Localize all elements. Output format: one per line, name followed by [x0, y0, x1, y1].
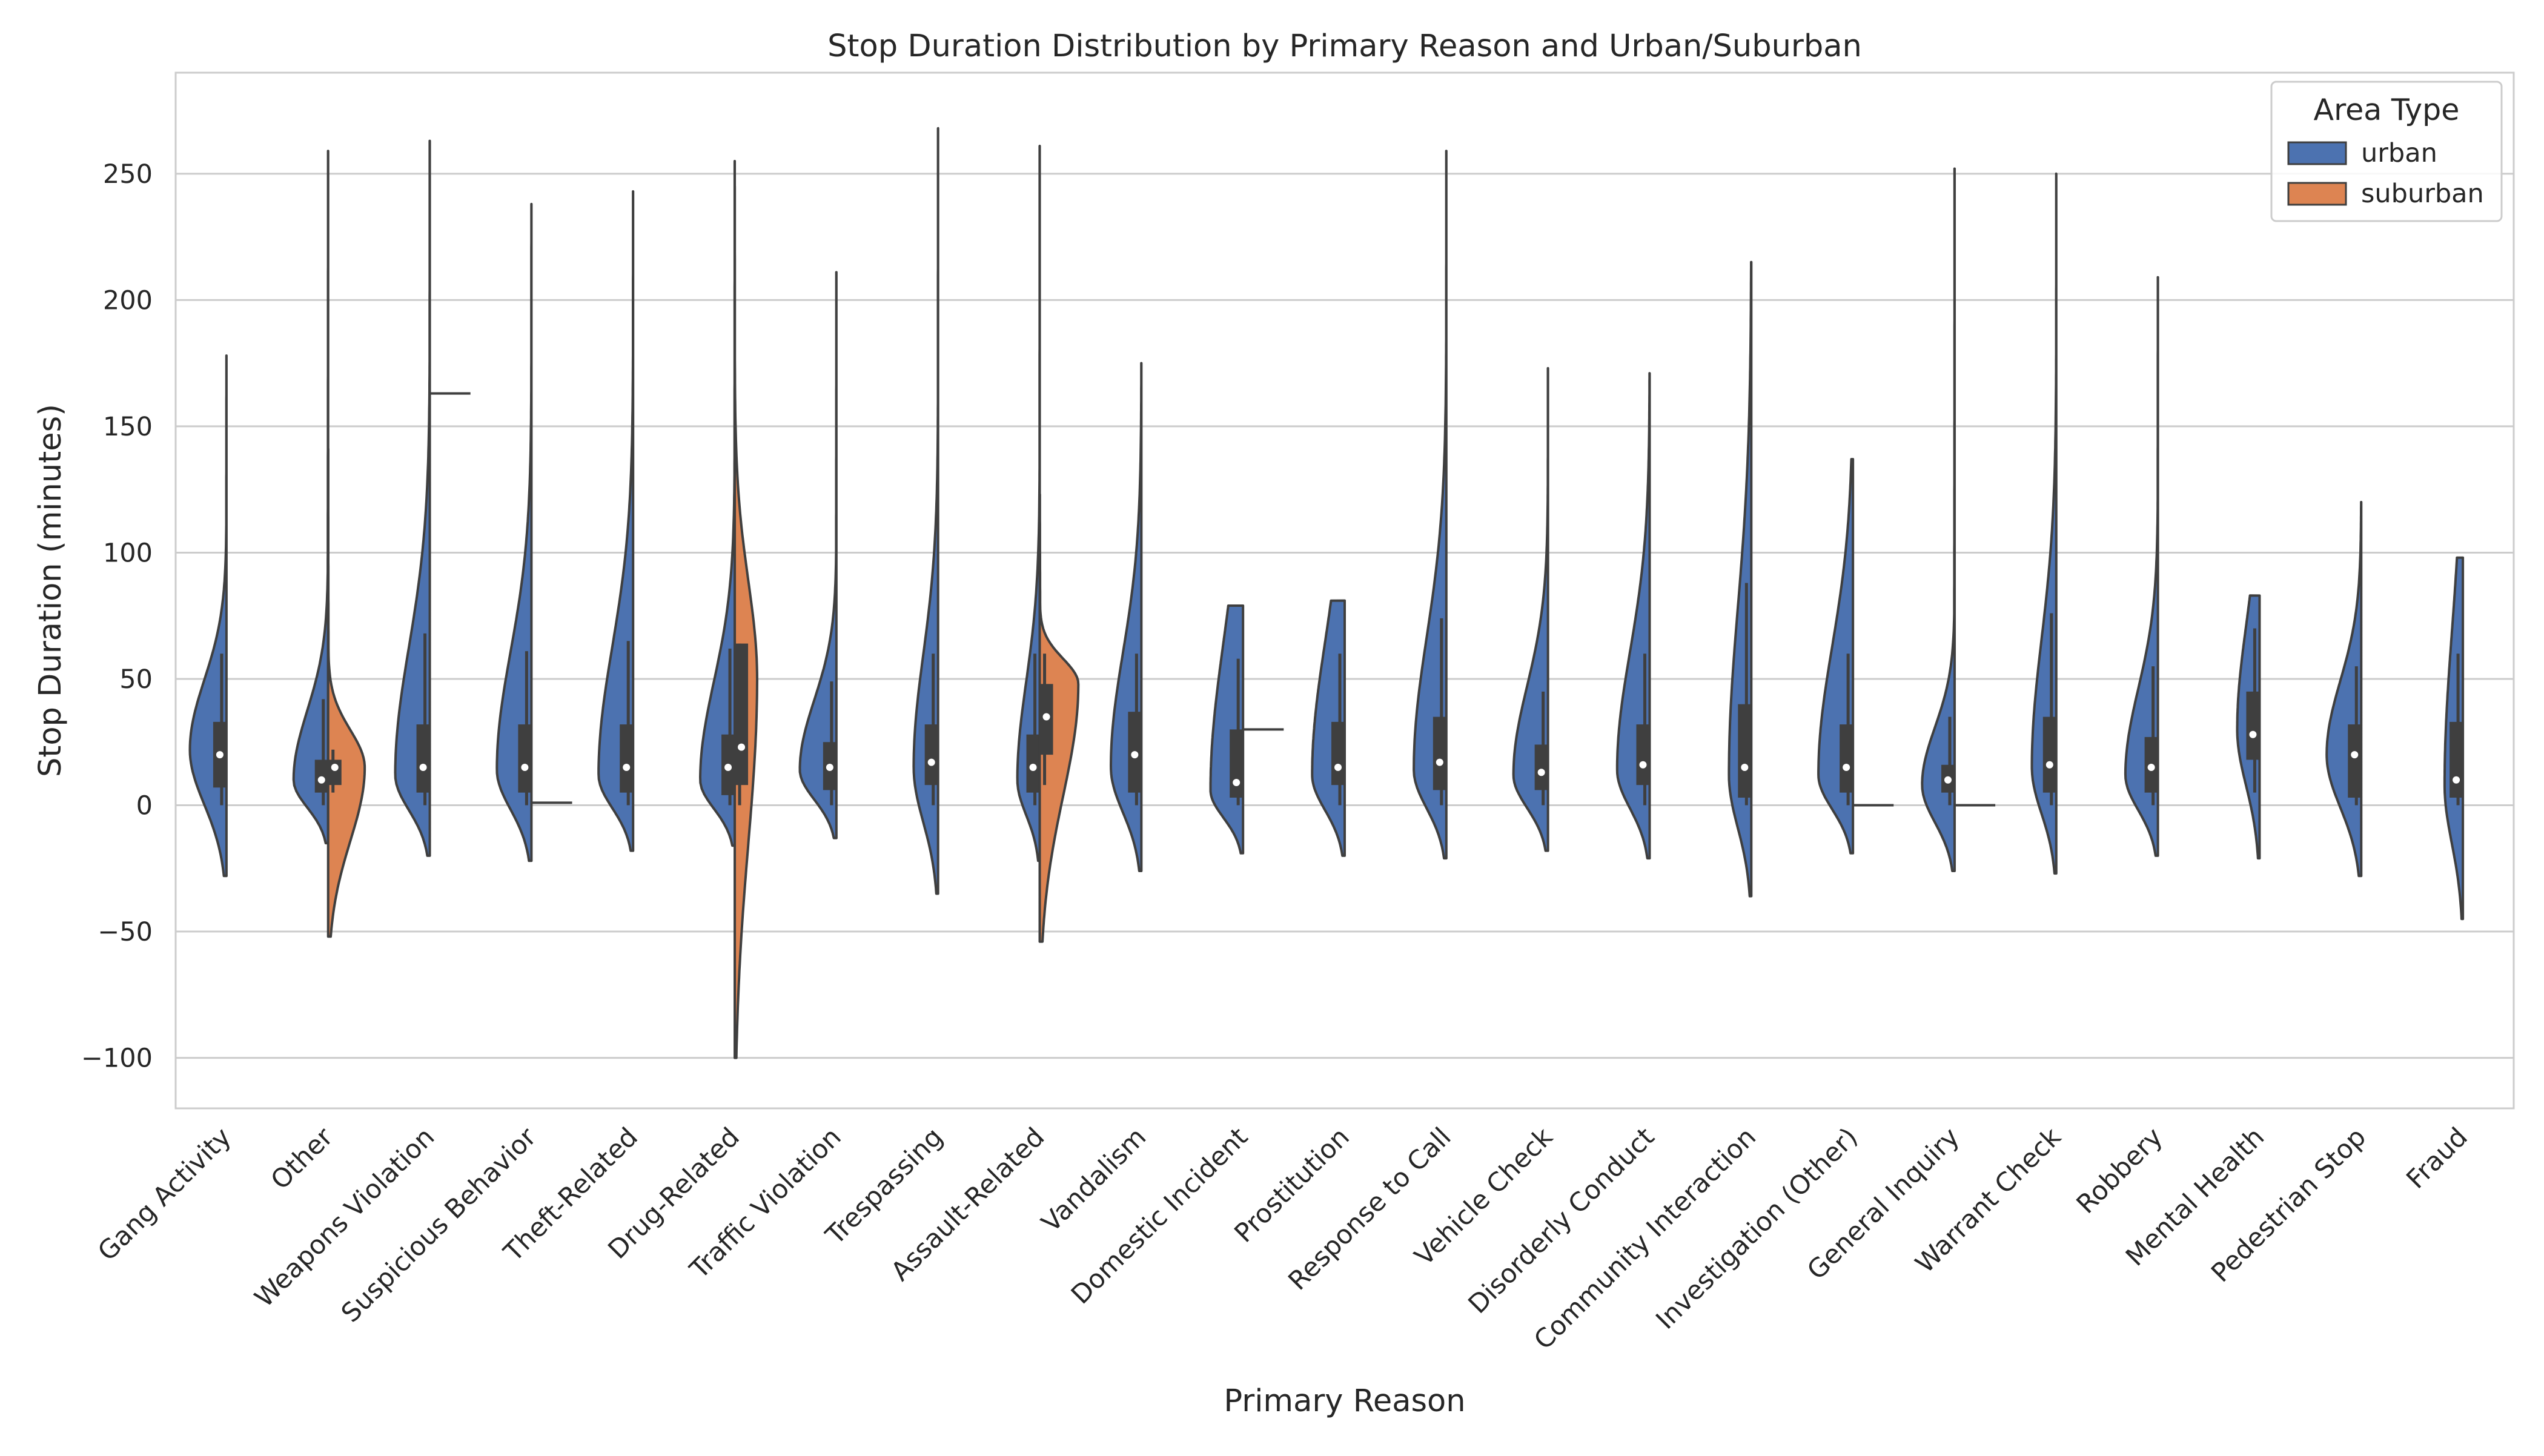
violin-urban-robbery: [2124, 276, 2159, 857]
chart-title: Stop Duration Distribution by Primary Re…: [827, 28, 1862, 64]
y-tick-label: 200: [103, 285, 153, 316]
iqr-box-urban-domestic-incident: [1230, 729, 1244, 798]
violin-urban-general-inquiry: [1921, 167, 1956, 872]
median-marker-urban-response-to-call: [1436, 758, 1443, 766]
y-tick-labels: −100 −50 0 50 100 150 200 250: [81, 159, 153, 1074]
median-marker-urban-prostitution: [1334, 763, 1342, 771]
iqr-box-urban-weapons-violation: [416, 724, 430, 793]
iqr-box-urban-prostitution: [1331, 721, 1345, 786]
legend-swatch-suburban: [2287, 182, 2347, 206]
y-tick-label: −100: [81, 1044, 153, 1074]
y-tick-label: 100: [103, 538, 153, 568]
violin-suburban-other: [326, 448, 366, 938]
iqr-box-urban-disorderly-conduct: [1636, 724, 1650, 786]
violin-urban-prostitution: [1311, 599, 1346, 857]
iqr-box-urban-theft-related: [620, 724, 634, 793]
iqr-box-urban-vehicle-check: [1534, 744, 1548, 790]
legend-label-urban: urban: [2361, 138, 2437, 168]
legend-title: Area Type: [2314, 93, 2460, 127]
iqr-box-urban-fraud: [2450, 721, 2463, 798]
violin-urban-theft-related: [597, 190, 635, 852]
median-marker-urban-community-interaction: [1741, 763, 1749, 771]
violin-urban-weapons-violation: [394, 139, 431, 857]
violins: [188, 127, 2465, 1059]
iqr-box-urban-trespassing: [924, 724, 938, 786]
y-tick-label: −50: [98, 917, 153, 947]
median-marker-urban-disorderly-conduct: [1639, 761, 1647, 769]
y-tick-label: 50: [119, 664, 153, 695]
iqr-box-urban-assault-related: [1026, 734, 1040, 793]
violin-suburban-assault-related: [1038, 493, 1080, 943]
violin-urban-traffic-violation: [798, 271, 838, 839]
median-marker-urban-drug-related: [724, 763, 732, 771]
y-tick-label: 250: [103, 159, 153, 190]
y-tick-label: 150: [103, 412, 153, 442]
violin-urban-vehicle-check: [1512, 366, 1549, 852]
iqr-box-suburban-drug-related: [735, 643, 749, 786]
iqr-box-urban-pedestrian-stop: [2348, 724, 2362, 798]
median-marker-urban-assault-related: [1029, 763, 1037, 771]
median-marker-urban-mental-health: [2249, 730, 2257, 738]
median-marker-urban-pedestrian-stop: [2351, 751, 2359, 759]
median-marker-urban-vehicle-check: [1537, 769, 1545, 776]
median-marker-urban-investigation-other: [1843, 763, 1850, 771]
iqr-box-urban-suspicious-behavior: [518, 724, 532, 793]
median-marker-urban-weapons-violation: [419, 763, 427, 771]
violin-suburban-drug-related: [734, 185, 758, 1059]
median-marker-urban-suspicious-behavior: [521, 763, 529, 771]
median-marker-urban-other: [317, 776, 325, 784]
iqr-box-suburban-other: [328, 759, 342, 786]
iqr-box-urban-warrant-check: [2042, 716, 2056, 793]
median-marker-urban-gang-activity: [216, 751, 224, 759]
legend-swatch-urban: [2287, 141, 2347, 165]
median-marker-urban-general-inquiry: [1944, 776, 1952, 784]
median-marker-urban-vandalism: [1131, 751, 1139, 759]
iqr-box-urban-response-to-call: [1433, 716, 1446, 790]
median-marker-urban-robbery: [2147, 763, 2155, 771]
median-marker-urban-theft-related: [623, 763, 631, 771]
iqr-box-urban-investigation-other: [1840, 724, 1853, 793]
median-marker-urban-traffic-violation: [826, 763, 833, 771]
violin-urban-response-to-call: [1413, 150, 1448, 860]
median-marker-urban-warrant-check: [2045, 761, 2053, 769]
legend: Area Type urban suburban: [2270, 81, 2503, 222]
plot-frame: [174, 71, 2515, 1110]
iqr-box-urban-mental-health: [2246, 691, 2260, 760]
iqr-box-urban-community-interaction: [1738, 704, 1752, 798]
violin-urban-suspicious-behavior: [495, 202, 533, 862]
median-marker-suburban-drug-related: [738, 743, 746, 751]
median-marker-urban-fraud: [2453, 776, 2460, 784]
median-marker-urban-domestic-incident: [1233, 778, 1241, 786]
median-marker-suburban-other: [331, 763, 339, 771]
x-axis-label: Primary Reason: [1224, 1383, 1465, 1419]
y-axis-label: Stop Duration (minutes): [33, 404, 68, 777]
legend-label-suburban: suburban: [2361, 179, 2484, 209]
iqr-box-urban-other: [314, 759, 328, 793]
median-marker-suburban-assault-related: [1042, 713, 1050, 721]
median-marker-urban-trespassing: [927, 758, 935, 766]
y-tick-label: 0: [136, 791, 153, 821]
